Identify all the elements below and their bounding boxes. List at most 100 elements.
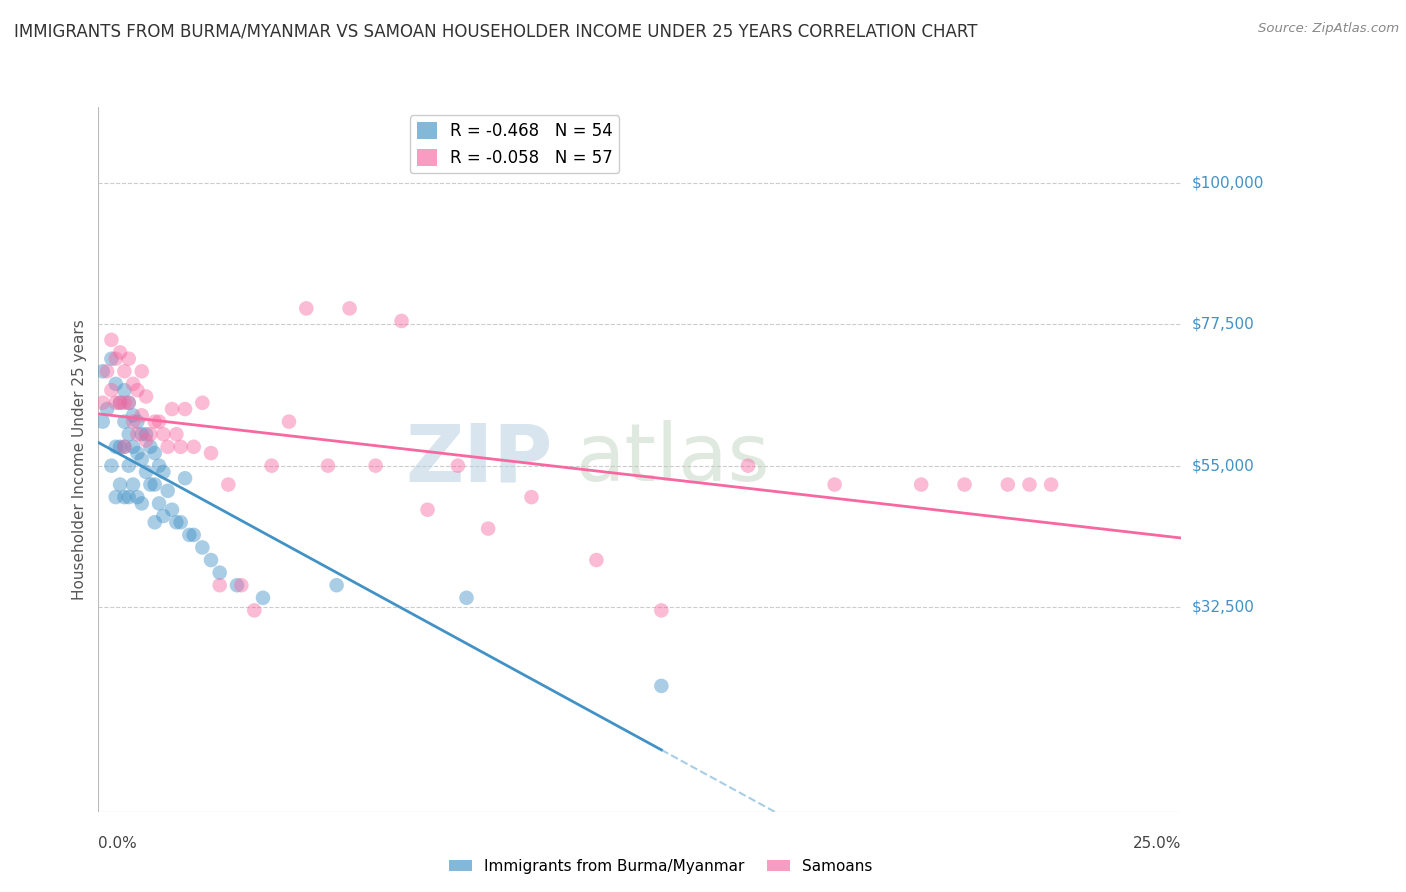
Point bbox=[135, 434, 157, 448]
Point bbox=[135, 427, 157, 442]
Point bbox=[122, 409, 145, 423]
Point bbox=[135, 389, 157, 403]
Text: atlas: atlas bbox=[575, 420, 769, 499]
Point bbox=[325, 578, 347, 592]
Point bbox=[456, 591, 478, 605]
Point bbox=[127, 383, 149, 397]
Point bbox=[100, 458, 122, 473]
Point bbox=[100, 351, 122, 366]
Point bbox=[156, 440, 179, 454]
Point bbox=[112, 440, 135, 454]
Legend: R = -0.468   N = 54, R = -0.058   N = 57: R = -0.468 N = 54, R = -0.058 N = 57 bbox=[411, 115, 619, 173]
Point bbox=[260, 458, 283, 473]
Point bbox=[152, 427, 174, 442]
Point bbox=[316, 458, 339, 473]
Point bbox=[139, 440, 162, 454]
Point bbox=[477, 522, 499, 536]
Point bbox=[118, 396, 141, 410]
Point bbox=[104, 376, 127, 391]
Point bbox=[391, 314, 413, 328]
Y-axis label: Householder Income Under 25 years: Householder Income Under 25 years bbox=[72, 319, 87, 599]
Point bbox=[122, 440, 145, 454]
Point bbox=[243, 603, 266, 617]
Point bbox=[112, 364, 135, 378]
Point bbox=[108, 477, 131, 491]
Point bbox=[118, 458, 141, 473]
Point bbox=[737, 458, 759, 473]
Point bbox=[122, 415, 145, 429]
Point bbox=[91, 396, 114, 410]
Point bbox=[131, 452, 153, 467]
Point bbox=[156, 483, 179, 498]
Point bbox=[108, 440, 131, 454]
Point bbox=[953, 477, 976, 491]
Text: 0.0%: 0.0% bbox=[98, 837, 138, 851]
Point bbox=[112, 440, 135, 454]
Point bbox=[131, 496, 153, 510]
Point bbox=[160, 502, 183, 516]
Point bbox=[295, 301, 318, 316]
Point bbox=[118, 490, 141, 504]
Point bbox=[200, 446, 222, 460]
Point bbox=[165, 516, 187, 530]
Point bbox=[191, 541, 214, 555]
Point bbox=[650, 603, 672, 617]
Point bbox=[127, 490, 149, 504]
Point bbox=[174, 471, 197, 485]
Point bbox=[143, 415, 166, 429]
Point bbox=[122, 477, 145, 491]
Point bbox=[148, 496, 170, 510]
Point bbox=[447, 458, 470, 473]
Point bbox=[131, 364, 153, 378]
Point bbox=[997, 477, 1019, 491]
Point bbox=[100, 383, 122, 397]
Point bbox=[252, 591, 274, 605]
Point bbox=[96, 402, 118, 417]
Point bbox=[108, 396, 131, 410]
Point bbox=[104, 396, 127, 410]
Point bbox=[104, 440, 127, 454]
Point bbox=[152, 465, 174, 479]
Point bbox=[910, 477, 932, 491]
Point bbox=[364, 458, 387, 473]
Point bbox=[100, 333, 122, 347]
Point bbox=[179, 528, 201, 542]
Point bbox=[131, 409, 153, 423]
Point bbox=[278, 415, 301, 429]
Point bbox=[112, 383, 135, 397]
Point bbox=[165, 427, 187, 442]
Point bbox=[143, 446, 166, 460]
Point bbox=[148, 415, 170, 429]
Point bbox=[183, 528, 205, 542]
Point bbox=[131, 427, 153, 442]
Point bbox=[208, 566, 231, 580]
Point bbox=[143, 516, 166, 530]
Point bbox=[585, 553, 607, 567]
Point bbox=[127, 446, 149, 460]
Point bbox=[650, 679, 672, 693]
Point bbox=[91, 415, 114, 429]
Point bbox=[104, 351, 127, 366]
Point bbox=[108, 345, 131, 359]
Point bbox=[135, 465, 157, 479]
Point bbox=[104, 490, 127, 504]
Point bbox=[1040, 477, 1063, 491]
Point bbox=[143, 477, 166, 491]
Point bbox=[108, 396, 131, 410]
Text: $100,000: $100,000 bbox=[1192, 175, 1264, 190]
Point bbox=[139, 427, 162, 442]
Point bbox=[226, 578, 249, 592]
Text: 25.0%: 25.0% bbox=[1133, 837, 1181, 851]
Text: IMMIGRANTS FROM BURMA/MYANMAR VS SAMOAN HOUSEHOLDER INCOME UNDER 25 YEARS CORREL: IMMIGRANTS FROM BURMA/MYANMAR VS SAMOAN … bbox=[14, 22, 977, 40]
Point bbox=[208, 578, 231, 592]
Point bbox=[152, 508, 174, 523]
Point bbox=[96, 364, 118, 378]
Text: $55,000: $55,000 bbox=[1192, 458, 1256, 473]
Point bbox=[217, 477, 239, 491]
Point bbox=[174, 402, 197, 417]
Text: Source: ZipAtlas.com: Source: ZipAtlas.com bbox=[1258, 22, 1399, 36]
Point bbox=[1018, 477, 1040, 491]
Point bbox=[416, 502, 439, 516]
Point bbox=[139, 477, 162, 491]
Text: ZIP: ZIP bbox=[406, 420, 553, 499]
